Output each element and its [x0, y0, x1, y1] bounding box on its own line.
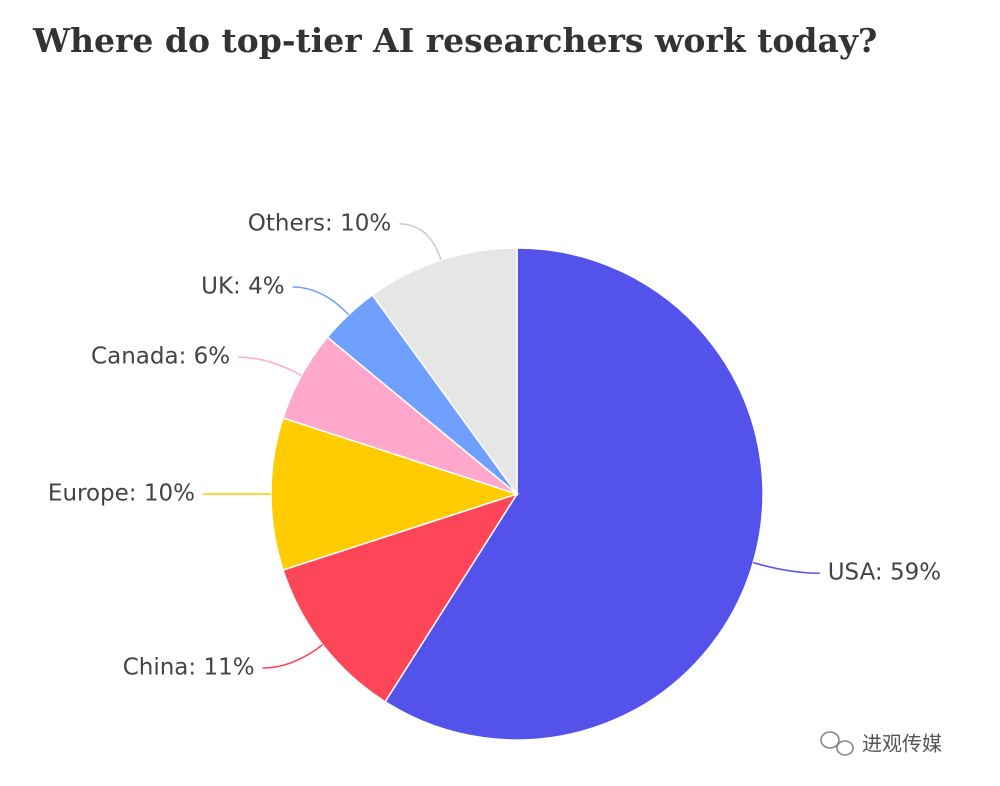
- chart-title: Where do top-tier AI researchers work to…: [32, 21, 877, 60]
- leader-line: [753, 561, 820, 574]
- slice-label: UK: 4%: [201, 273, 284, 299]
- slice-label: Canada: 6%: [91, 344, 230, 370]
- leader-line: [262, 644, 324, 669]
- watermark: 进观传媒: [862, 732, 942, 756]
- slice-label: China: 11%: [123, 655, 255, 681]
- pie-slice: [371, 247, 518, 497]
- slice-label: Europe: 10%: [48, 481, 195, 507]
- slice-label: Others: 10%: [248, 210, 391, 236]
- leader-line: [238, 356, 302, 377]
- leader-line: [292, 286, 350, 316]
- pie-slice: [384, 247, 764, 741]
- slice-label: USA: 59%: [828, 560, 941, 586]
- leader-line: [399, 223, 442, 261]
- watermark-icon: [820, 731, 854, 756]
